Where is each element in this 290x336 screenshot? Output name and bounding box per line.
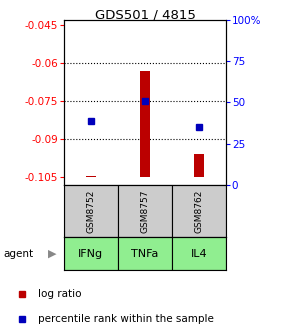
Bar (194, 155, 204, 177)
Bar (64, 237, 118, 270)
Text: GSM8757: GSM8757 (140, 189, 150, 233)
Text: percentile rank within the sample: percentile rank within the sample (38, 314, 214, 324)
Bar (118, 237, 172, 270)
Text: GSM8762: GSM8762 (195, 189, 204, 233)
Bar (140, 71, 150, 177)
Bar (118, 185, 172, 237)
Text: ▶: ▶ (48, 249, 56, 259)
Bar (172, 237, 226, 270)
Bar (86, 176, 96, 177)
Bar (64, 185, 118, 237)
Text: IFNg: IFNg (78, 249, 104, 259)
Bar (172, 185, 226, 237)
Text: IL4: IL4 (191, 249, 207, 259)
Text: GSM8752: GSM8752 (86, 189, 95, 233)
Text: GDS501 / 4815: GDS501 / 4815 (95, 8, 195, 22)
Text: log ratio: log ratio (38, 289, 82, 299)
Text: agent: agent (3, 249, 33, 259)
Text: TNFa: TNFa (131, 249, 159, 259)
